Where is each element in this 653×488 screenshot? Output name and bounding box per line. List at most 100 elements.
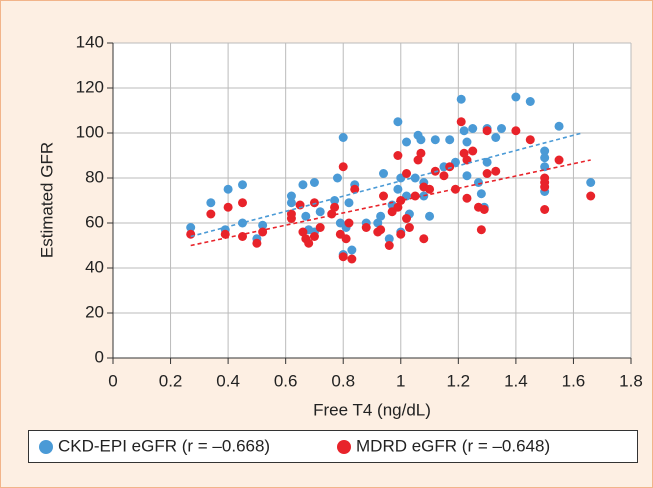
point <box>410 191 420 201</box>
point <box>309 178 319 187</box>
point <box>462 193 472 203</box>
point <box>450 184 460 194</box>
point <box>186 223 196 232</box>
point <box>404 223 414 232</box>
point <box>379 191 389 201</box>
point <box>410 173 420 183</box>
point <box>309 198 319 208</box>
point <box>258 220 268 230</box>
point <box>540 205 550 214</box>
x-tick-label: 0.8 <box>331 371 355 390</box>
point <box>258 227 268 237</box>
point <box>456 117 466 127</box>
point <box>338 162 348 172</box>
point <box>220 229 230 239</box>
point <box>344 218 354 228</box>
point <box>402 169 412 178</box>
point <box>286 198 296 208</box>
point <box>416 148 426 158</box>
point <box>186 229 196 239</box>
point <box>540 146 550 156</box>
point <box>468 146 478 156</box>
y-tick-label: 20 <box>85 302 104 321</box>
x-tick-label: 0.6 <box>274 371 298 390</box>
point <box>482 157 492 167</box>
point <box>511 92 521 102</box>
x-axis-label: Free T4 (ng/dL) <box>313 400 431 419</box>
point <box>301 211 311 221</box>
point <box>430 135 440 145</box>
x-tick-label: 1.6 <box>562 371 586 390</box>
point <box>206 198 216 208</box>
point <box>468 124 478 133</box>
point <box>223 202 233 212</box>
point <box>286 191 296 201</box>
point <box>298 180 308 190</box>
trend-line <box>190 159 591 247</box>
point <box>462 171 472 181</box>
point <box>554 155 564 165</box>
point <box>347 245 357 255</box>
point <box>445 162 455 172</box>
point <box>459 126 469 136</box>
legend <box>28 430 638 463</box>
point <box>425 211 435 221</box>
point <box>439 171 449 181</box>
point <box>341 234 351 244</box>
point <box>540 153 550 163</box>
x-tick-label: 0 <box>108 371 117 390</box>
point <box>586 191 596 201</box>
point <box>396 229 406 239</box>
point <box>315 223 325 232</box>
point <box>491 133 501 142</box>
point <box>459 148 469 158</box>
point <box>482 126 492 136</box>
point <box>511 126 521 136</box>
point <box>462 137 472 147</box>
point <box>238 218 247 228</box>
point <box>315 207 325 217</box>
point <box>525 135 535 145</box>
x-tick-label: 1.2 <box>447 371 471 390</box>
point <box>286 209 296 219</box>
x-tick-label: 1.4 <box>504 371 528 390</box>
legend-marker <box>337 440 351 454</box>
legend-marker <box>39 440 53 454</box>
point <box>238 198 247 208</box>
point <box>376 211 386 221</box>
point <box>393 184 403 194</box>
point <box>344 198 354 208</box>
point <box>482 169 492 178</box>
point <box>497 124 506 133</box>
point <box>476 189 486 199</box>
point <box>252 238 262 248</box>
legend-label: MDRD eGFR (r = –0.648) <box>356 436 550 455</box>
point <box>413 155 423 165</box>
point <box>298 227 308 237</box>
point <box>379 169 389 178</box>
point <box>402 137 412 147</box>
point <box>419 234 429 244</box>
point <box>393 202 403 212</box>
point <box>540 182 550 192</box>
point <box>223 184 233 194</box>
point <box>402 214 412 223</box>
point <box>554 121 564 131</box>
y-axis-label: Estimated GFR <box>37 142 56 258</box>
plot-area <box>113 43 631 358</box>
point <box>304 238 314 248</box>
x-tick-label: 0.2 <box>159 371 183 390</box>
point <box>350 184 360 194</box>
point <box>416 135 426 145</box>
y-tick-label: 40 <box>85 257 104 276</box>
point <box>361 223 371 232</box>
point <box>476 225 486 235</box>
point <box>396 196 406 205</box>
point <box>347 254 357 264</box>
legend-label: CKD-EPI eGFR (r = –0.668) <box>58 436 270 455</box>
y-tick-label: 0 <box>95 347 104 366</box>
point <box>338 133 348 142</box>
point <box>473 178 483 187</box>
point <box>309 232 319 241</box>
